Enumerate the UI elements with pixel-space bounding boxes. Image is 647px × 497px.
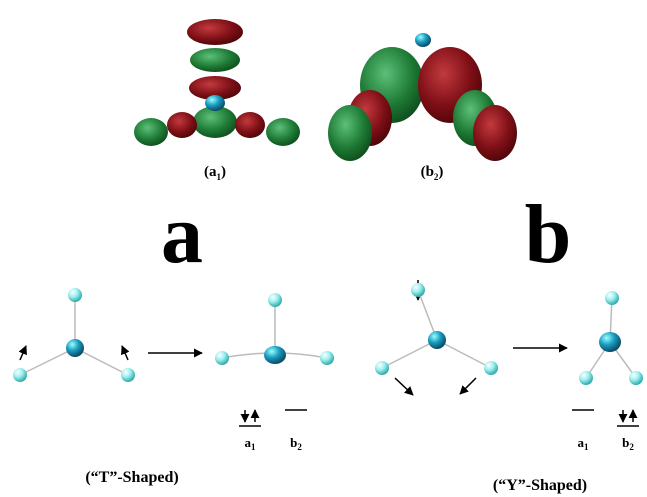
caption: (“Y”-Shaped) <box>493 477 587 494</box>
figure: (a1) (b2) a b a1 b2 a1 b2 (“T”-Shaped) (… <box>0 0 647 497</box>
y-molecules <box>382 290 636 378</box>
level-label: b2 <box>622 435 634 452</box>
arrows <box>20 280 633 422</box>
level-label: a1 <box>245 435 257 452</box>
text-part: (a <box>204 164 217 180</box>
text-part: 2 <box>629 442 634 452</box>
text-part: ) <box>438 164 443 180</box>
orbital-a1 <box>134 19 300 146</box>
orbital-label: (b2) <box>421 164 444 182</box>
text-part: 1 <box>251 442 256 452</box>
t-molecules <box>20 295 327 375</box>
caption: (“T”-Shaped) <box>85 469 178 486</box>
text-part: ) <box>221 164 226 180</box>
text-part: b <box>622 435 629 450</box>
level-label: a1 <box>578 435 590 452</box>
text-part: 2 <box>297 442 302 452</box>
text-part: b <box>290 435 297 450</box>
panel-letter: b <box>525 188 572 281</box>
orbital-b2 <box>328 33 517 161</box>
y-atoms <box>375 283 643 385</box>
t-atoms <box>13 288 334 382</box>
level-label: b2 <box>290 435 302 452</box>
panel-letter: a <box>161 188 203 281</box>
orbital-label: (a1) <box>204 164 226 182</box>
energy-levels <box>239 410 639 426</box>
text-part: (b <box>421 164 434 180</box>
text-part: 1 <box>584 442 589 452</box>
